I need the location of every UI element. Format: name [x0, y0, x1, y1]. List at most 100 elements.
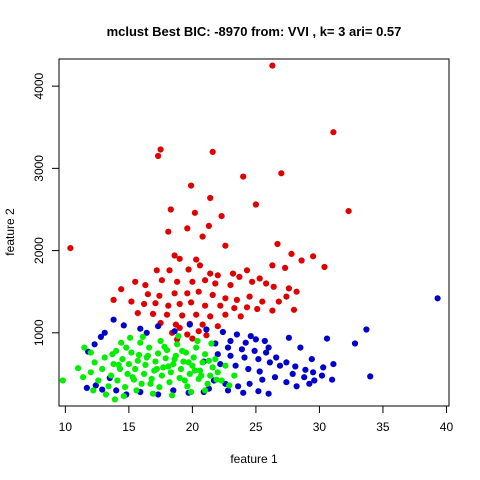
y-tick-label: 4000: [32, 72, 46, 99]
data-point: [232, 362, 239, 369]
data-point: [153, 365, 160, 373]
data-point: [188, 299, 195, 306]
data-point: [175, 333, 182, 340]
x-tick-label: 35: [376, 420, 390, 434]
data-point: [270, 283, 277, 290]
data-point: [147, 380, 154, 387]
data-point: [185, 266, 192, 273]
data-point: [213, 376, 220, 383]
data-point: [127, 334, 134, 341]
data-point: [137, 339, 144, 346]
data-point: [113, 387, 120, 394]
data-point: [282, 264, 289, 271]
chart-title: mclust Best BIC: -8970 from: VVI , k= 3 …: [107, 24, 402, 39]
data-point: [302, 366, 309, 373]
data-point: [198, 372, 205, 379]
data-point: [235, 383, 242, 390]
data-point: [263, 280, 270, 287]
data-point: [434, 295, 441, 302]
data-point: [240, 389, 247, 396]
data-point: [251, 347, 258, 354]
data-point: [209, 148, 216, 155]
data-point: [125, 361, 132, 368]
data-point: [133, 387, 140, 394]
data-point: [367, 373, 374, 380]
y-axis-label: feature 2: [3, 208, 17, 256]
data-points: [59, 62, 441, 403]
data-point: [171, 328, 178, 335]
data-point: [141, 370, 148, 377]
data-point: [171, 252, 178, 259]
data-point: [214, 323, 221, 330]
data-point: [90, 387, 97, 394]
data-point: [207, 194, 214, 202]
data-point: [311, 377, 318, 384]
data-point: [87, 349, 94, 356]
data-point: [229, 270, 237, 277]
data-point: [310, 253, 317, 260]
data-point: [128, 349, 135, 356]
data-point: [227, 352, 234, 359]
data-point: [202, 351, 209, 358]
data-point: [219, 328, 226, 336]
data-point: [155, 152, 162, 160]
data-point: [157, 337, 164, 345]
data-point: [222, 311, 229, 318]
data-point: [155, 350, 162, 357]
data-point: [156, 292, 163, 299]
data-point: [283, 379, 290, 386]
data-point: [169, 392, 176, 399]
data-point: [91, 341, 98, 348]
data-point: [156, 384, 163, 391]
x-tick-label: 40: [440, 420, 454, 434]
data-point: [252, 336, 259, 343]
data-point: [176, 255, 183, 262]
data-point: [263, 349, 270, 356]
data-point: [162, 355, 169, 362]
data-point: [174, 278, 181, 285]
data-point: [285, 334, 292, 341]
data-point: [118, 339, 125, 346]
data-point: [241, 354, 248, 361]
data-point: [199, 359, 206, 366]
data-point: [102, 391, 110, 398]
data-point: [119, 356, 126, 363]
data-point: [269, 307, 276, 314]
data-point: [217, 302, 224, 309]
data-point: [320, 364, 327, 371]
data-point: [306, 380, 313, 387]
data-point: [255, 356, 262, 363]
data-point: [266, 359, 273, 366]
data-point: [101, 354, 108, 361]
data-point: [161, 343, 168, 350]
data-point: [195, 328, 202, 335]
data-point: [275, 298, 282, 305]
data-point: [226, 382, 233, 389]
data-point: [218, 377, 225, 384]
data-point: [227, 282, 234, 289]
data-point: [83, 384, 90, 391]
data-point: [165, 363, 172, 370]
data-point: [111, 396, 118, 403]
data-point: [290, 306, 298, 313]
data-point: [196, 262, 204, 269]
data-point: [237, 313, 244, 320]
data-point: [293, 383, 300, 390]
data-point: [255, 388, 262, 395]
data-point: [238, 346, 245, 353]
data-point: [59, 377, 66, 384]
data-point: [227, 337, 234, 345]
data-point: [155, 391, 162, 398]
data-point: [233, 331, 240, 338]
data-point: [212, 356, 219, 363]
data-point: [186, 321, 193, 328]
data-point: [152, 358, 159, 365]
data-point: [193, 256, 200, 263]
data-point: [170, 387, 177, 394]
data-point: [109, 351, 116, 358]
data-point: [153, 267, 160, 274]
data-point: [256, 275, 263, 282]
data-point: [259, 376, 266, 383]
data-point: [143, 354, 150, 361]
data-point: [274, 240, 281, 248]
